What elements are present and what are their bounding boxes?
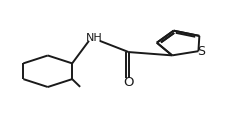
Text: NH: NH (86, 33, 103, 43)
Text: O: O (123, 76, 134, 89)
Text: S: S (197, 45, 205, 58)
